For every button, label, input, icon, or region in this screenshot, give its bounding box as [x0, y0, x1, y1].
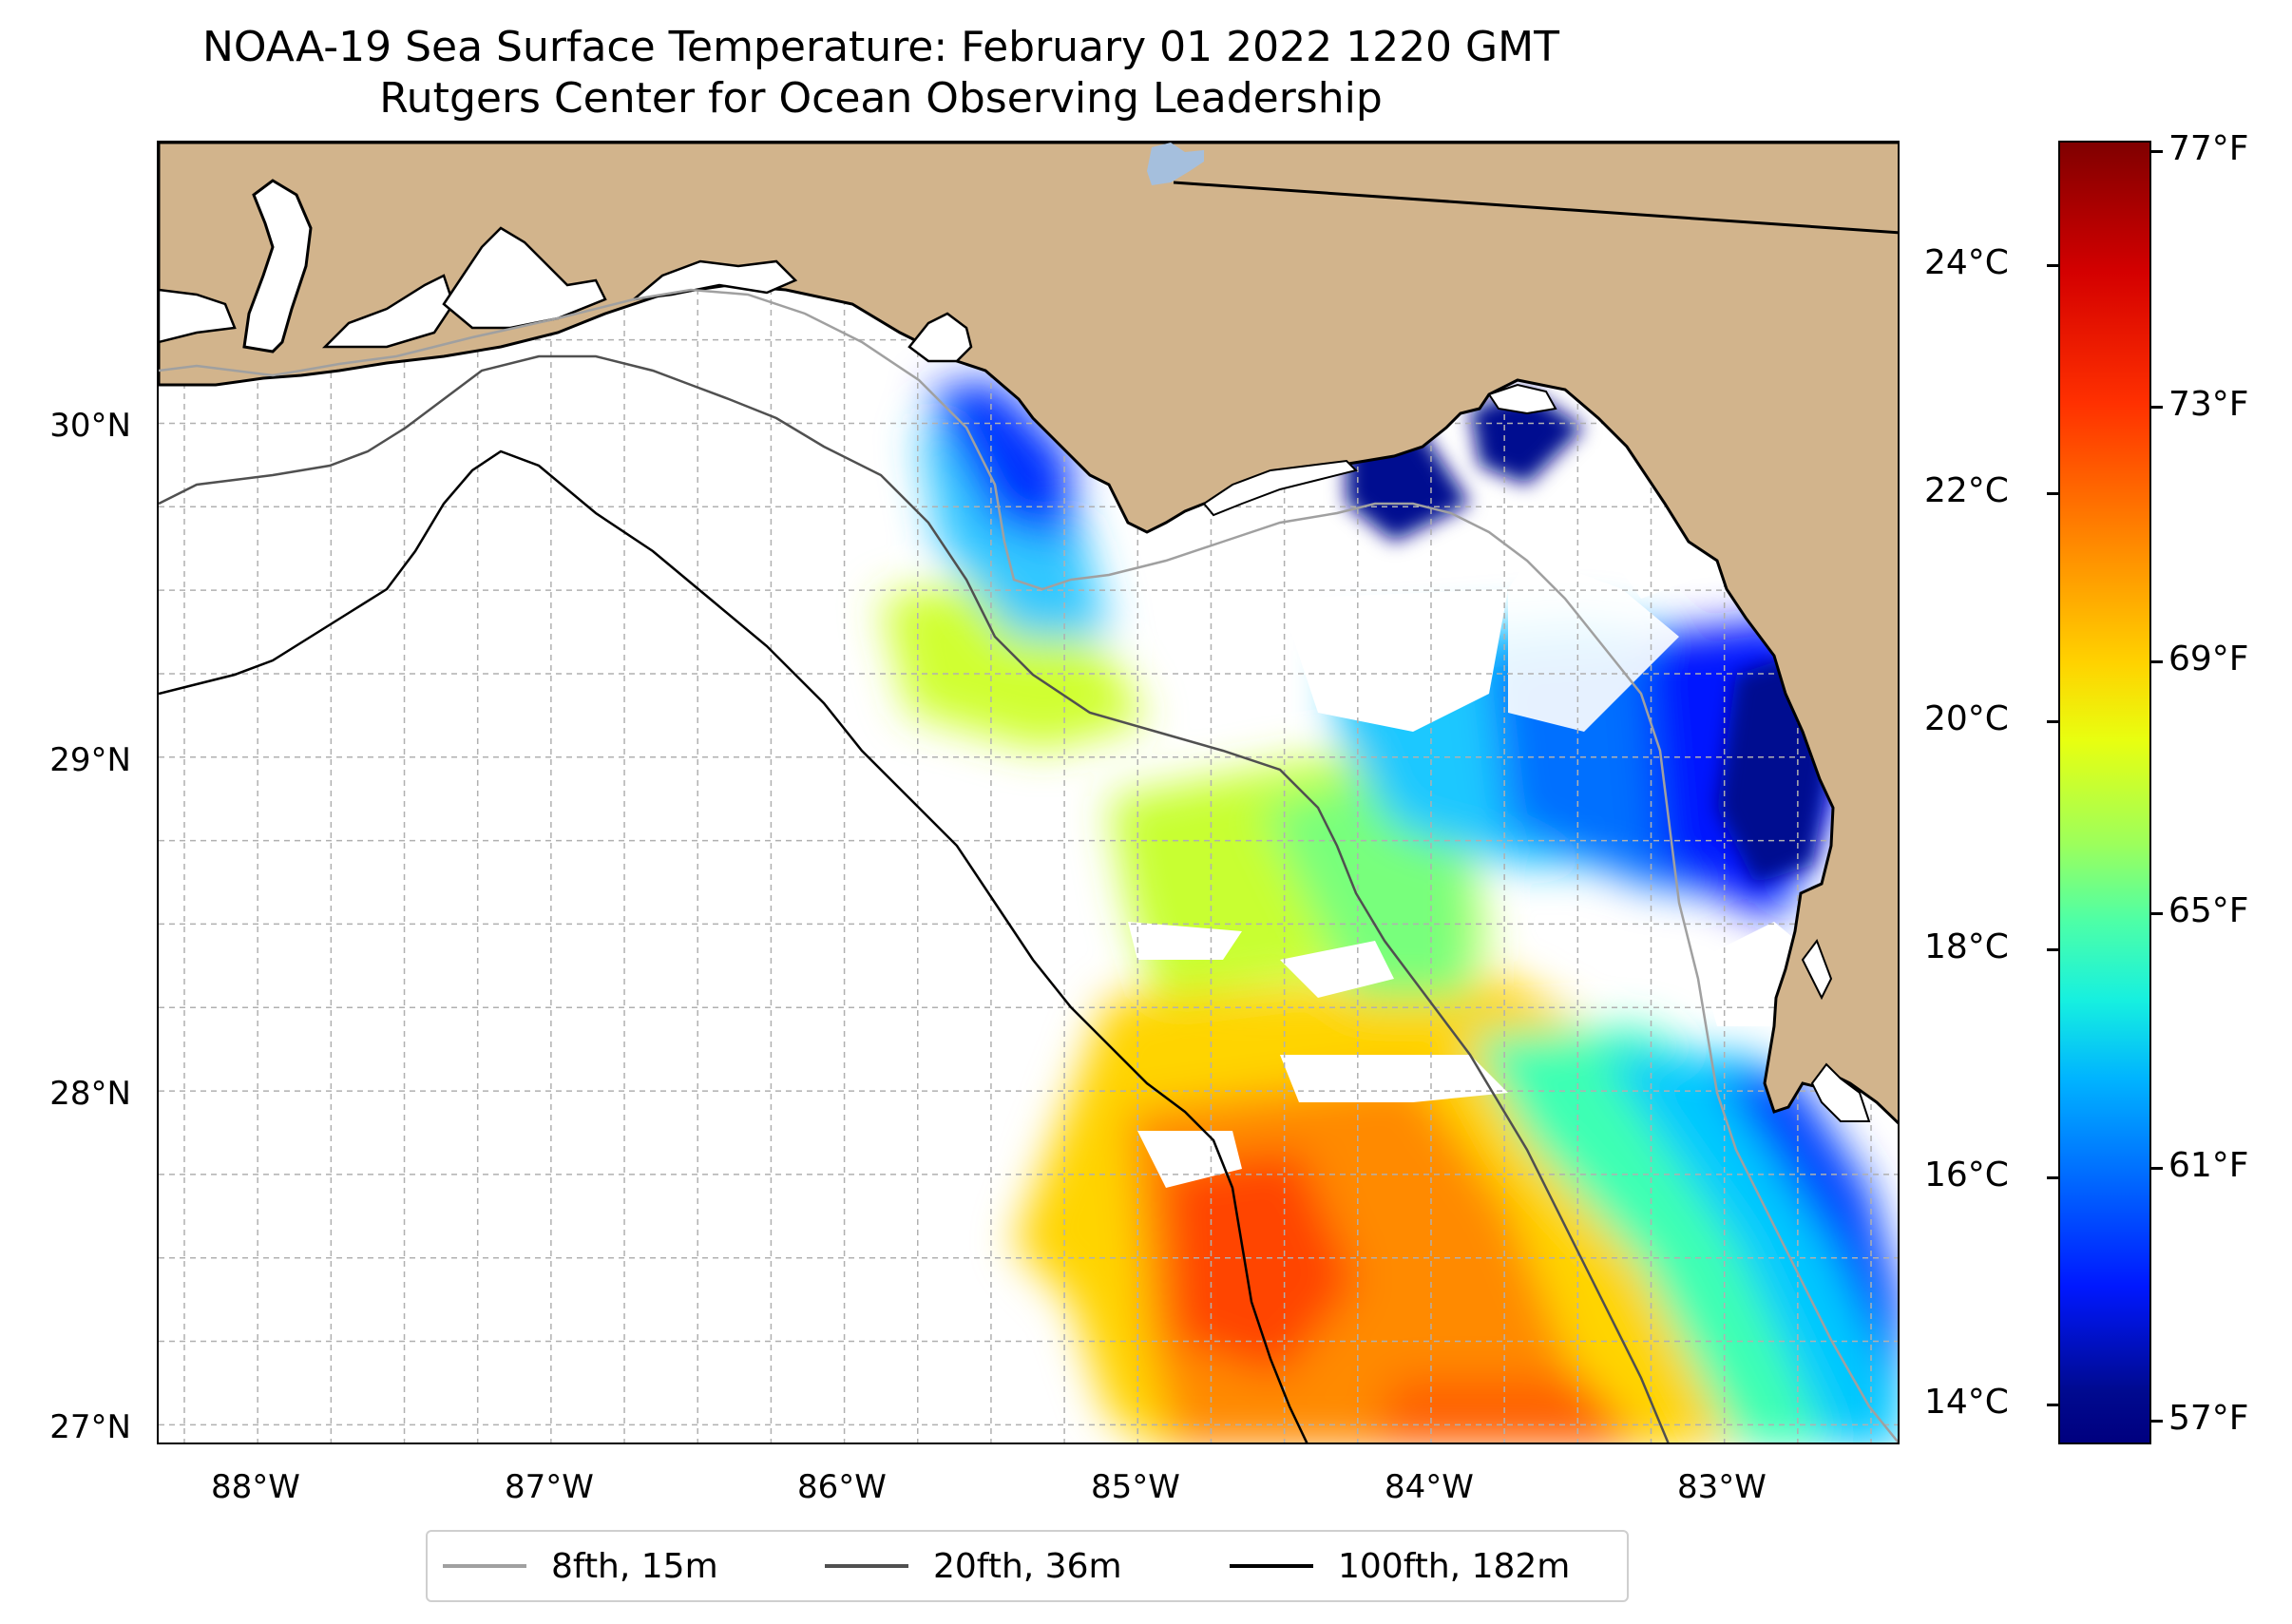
legend-swatch-20fth: [825, 1564, 908, 1568]
colorbar-tick-73f: [2151, 406, 2163, 409]
colorbar-label-65f: 65°F: [2168, 891, 2249, 930]
colorbar-tick-69f: [2151, 660, 2163, 663]
legend-label-8fth: 8fth, 15m: [551, 1546, 718, 1586]
colorbar-label-24c: 24°C: [1924, 243, 2009, 282]
colorbar-tick-57f: [2151, 1420, 2163, 1423]
lon-label-85w: 85°W: [1091, 1468, 1180, 1506]
colorbar-tick-20c: [2047, 720, 2058, 723]
colorbar-tick-24c: [2047, 264, 2058, 267]
colorbar-tick-77f: [2151, 150, 2163, 153]
lon-label-88w: 88°W: [211, 1468, 300, 1506]
colorbar-tick-14c: [2047, 1404, 2058, 1406]
lon-label-83w: 83°W: [1677, 1468, 1767, 1506]
colorbar-label-18c: 18°C: [1924, 927, 2009, 966]
colorbar-label-69f: 69°F: [2168, 640, 2249, 678]
colorbar-tick-61f: [2151, 1167, 2163, 1170]
colorbar-label-77f: 77°F: [2168, 129, 2249, 168]
colorbar-tick-18c: [2047, 948, 2058, 951]
legend-entry-8fth: 8fth, 15m: [443, 1532, 718, 1600]
legend-label-20fth: 20fth, 36m: [933, 1546, 1122, 1586]
sst-map: [157, 141, 1900, 1444]
legend-entry-20fth: 20fth, 36m: [825, 1532, 1122, 1600]
lat-label-29n: 29°N: [49, 741, 131, 779]
map-title: NOAA-19 Sea Surface Temperature: Februar…: [202, 23, 1559, 71]
legend-entry-100fth: 100fth, 182m: [1230, 1532, 1570, 1600]
temperature-colorbar: [2058, 141, 2151, 1444]
colorbar-label-16c: 16°C: [1924, 1156, 2009, 1194]
lon-label-87w: 87°W: [505, 1468, 594, 1506]
land-mass: [159, 143, 1898, 1125]
colorbar-label-22c: 22°C: [1924, 471, 2009, 510]
lat-label-28n: 28°N: [49, 1075, 131, 1113]
map-subtitle: Rutgers Center for Ocean Observing Leade…: [379, 74, 1383, 123]
sst-data-field: [881, 380, 1898, 1442]
lat-label-27n: 27°N: [49, 1408, 131, 1446]
legend-swatch-100fth: [1230, 1564, 1313, 1568]
colorbar-tick-65f: [2151, 912, 2163, 915]
colorbar-tick-22c: [2047, 492, 2058, 495]
colorbar-label-20c: 20°C: [1924, 699, 2009, 738]
legend-label-100fth: 100fth, 182m: [1338, 1546, 1571, 1586]
lon-label-84w: 84°W: [1385, 1468, 1474, 1506]
isobath-legend: 8fth, 15m 20fth, 36m 100fth, 182m: [426, 1530, 1629, 1602]
legend-swatch-8fth: [443, 1564, 526, 1568]
colorbar-label-57f: 57°F: [2168, 1399, 2249, 1438]
sst-map-canvas: [159, 143, 1898, 1442]
colorbar-tick-16c: [2047, 1176, 2058, 1179]
colorbar-label-14c: 14°C: [1924, 1383, 2009, 1422]
isobath-contours: [159, 288, 1898, 1442]
lon-label-86w: 86°W: [797, 1468, 887, 1506]
lat-label-30n: 30°N: [49, 407, 131, 445]
colorbar-label-73f: 73°F: [2168, 385, 2249, 424]
colorbar-label-61f: 61°F: [2168, 1146, 2249, 1185]
